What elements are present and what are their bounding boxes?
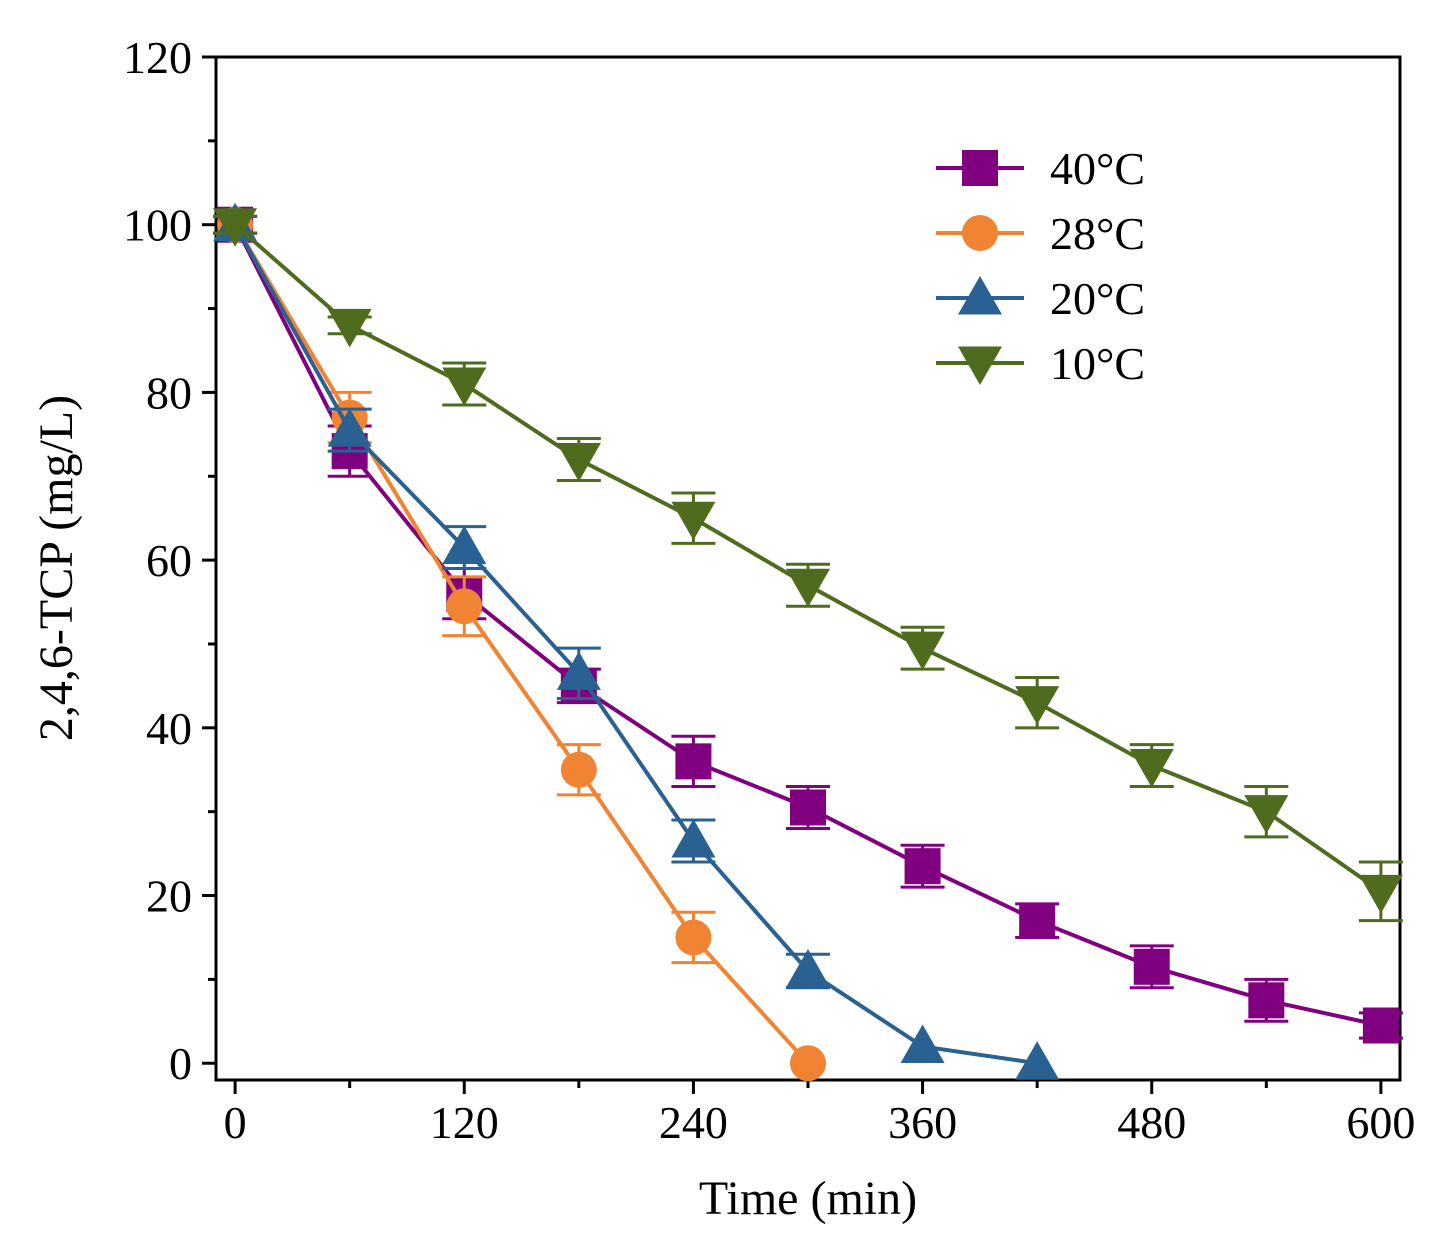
data-point (1015, 686, 1060, 725)
legend-label: 40°C (1050, 143, 1145, 194)
data-point (900, 631, 945, 671)
data-point (671, 501, 716, 541)
data-point (327, 308, 372, 348)
data-point (790, 1045, 826, 1082)
data-point (560, 751, 597, 788)
legend-marker (958, 276, 1002, 315)
legend: 40°C 28°C 20°C 10°C (936, 143, 1145, 389)
data-point (1248, 982, 1285, 1019)
data-point (1019, 902, 1056, 939)
series-line (233, 223, 810, 1065)
legend-marker (962, 215, 998, 251)
data-point (786, 948, 830, 988)
data-point (1133, 948, 1170, 985)
data-point (1362, 1007, 1399, 1044)
y-tick-label: 40 (146, 703, 192, 754)
series-10CC (213, 208, 1403, 923)
data-point (1015, 1041, 1060, 1080)
x-tick-label: 0 (224, 1097, 247, 1148)
series-line (233, 223, 1382, 1028)
y-tick-label: 20 (146, 871, 192, 922)
data-point (675, 919, 712, 956)
y-tick-label: 0 (169, 1038, 192, 1089)
data-point (442, 525, 487, 565)
data-point (1244, 795, 1289, 834)
y-axis-title: 2,4,6-TCP (mg/L) (30, 395, 83, 741)
legend-marker (958, 346, 1002, 385)
x-tick-label: 120 (430, 1097, 499, 1148)
data-point (1129, 749, 1174, 788)
legend-item: 20°C (936, 273, 1145, 324)
legend-label: 28°C (1050, 208, 1145, 259)
y-tick-label: 120 (123, 32, 192, 83)
axes-layer: 0 20 40 60 80 100 120 0 120 240 360 480 600 (123, 32, 1415, 1148)
x-tick-label: 240 (659, 1097, 728, 1148)
data-point (671, 819, 716, 858)
y-tick-label: 100 (123, 200, 192, 251)
x-tick-label: 600 (1346, 1097, 1415, 1148)
data-point (904, 848, 941, 885)
legend-item: 28°C (936, 208, 1145, 259)
data-point (786, 568, 830, 608)
data-point (556, 442, 601, 482)
data-point (900, 1024, 945, 1063)
legend-item: 40°C (936, 143, 1145, 194)
data-point (675, 743, 712, 780)
y-tick-label: 60 (146, 535, 192, 586)
series-layer (213, 202, 1403, 1082)
legend-marker (962, 150, 998, 186)
legend-label: 20°C (1050, 273, 1145, 324)
series-20CC (213, 202, 1060, 1080)
data-point (442, 367, 487, 407)
data-point (1358, 874, 1403, 914)
y-tick-label: 80 (146, 367, 192, 418)
data-point (327, 408, 372, 447)
data-point (446, 588, 483, 625)
x-tick-label: 360 (888, 1097, 957, 1148)
legend-label: 10°C (1050, 338, 1145, 389)
legend-item: 10°C (936, 338, 1145, 389)
x-tick-label: 480 (1117, 1097, 1186, 1148)
x-axis-title: Time (min) (699, 1172, 917, 1225)
series-28CC (213, 206, 826, 1082)
series-40CC (213, 206, 1403, 1044)
data-point (556, 651, 601, 690)
data-point (213, 208, 258, 247)
data-point (790, 789, 826, 826)
